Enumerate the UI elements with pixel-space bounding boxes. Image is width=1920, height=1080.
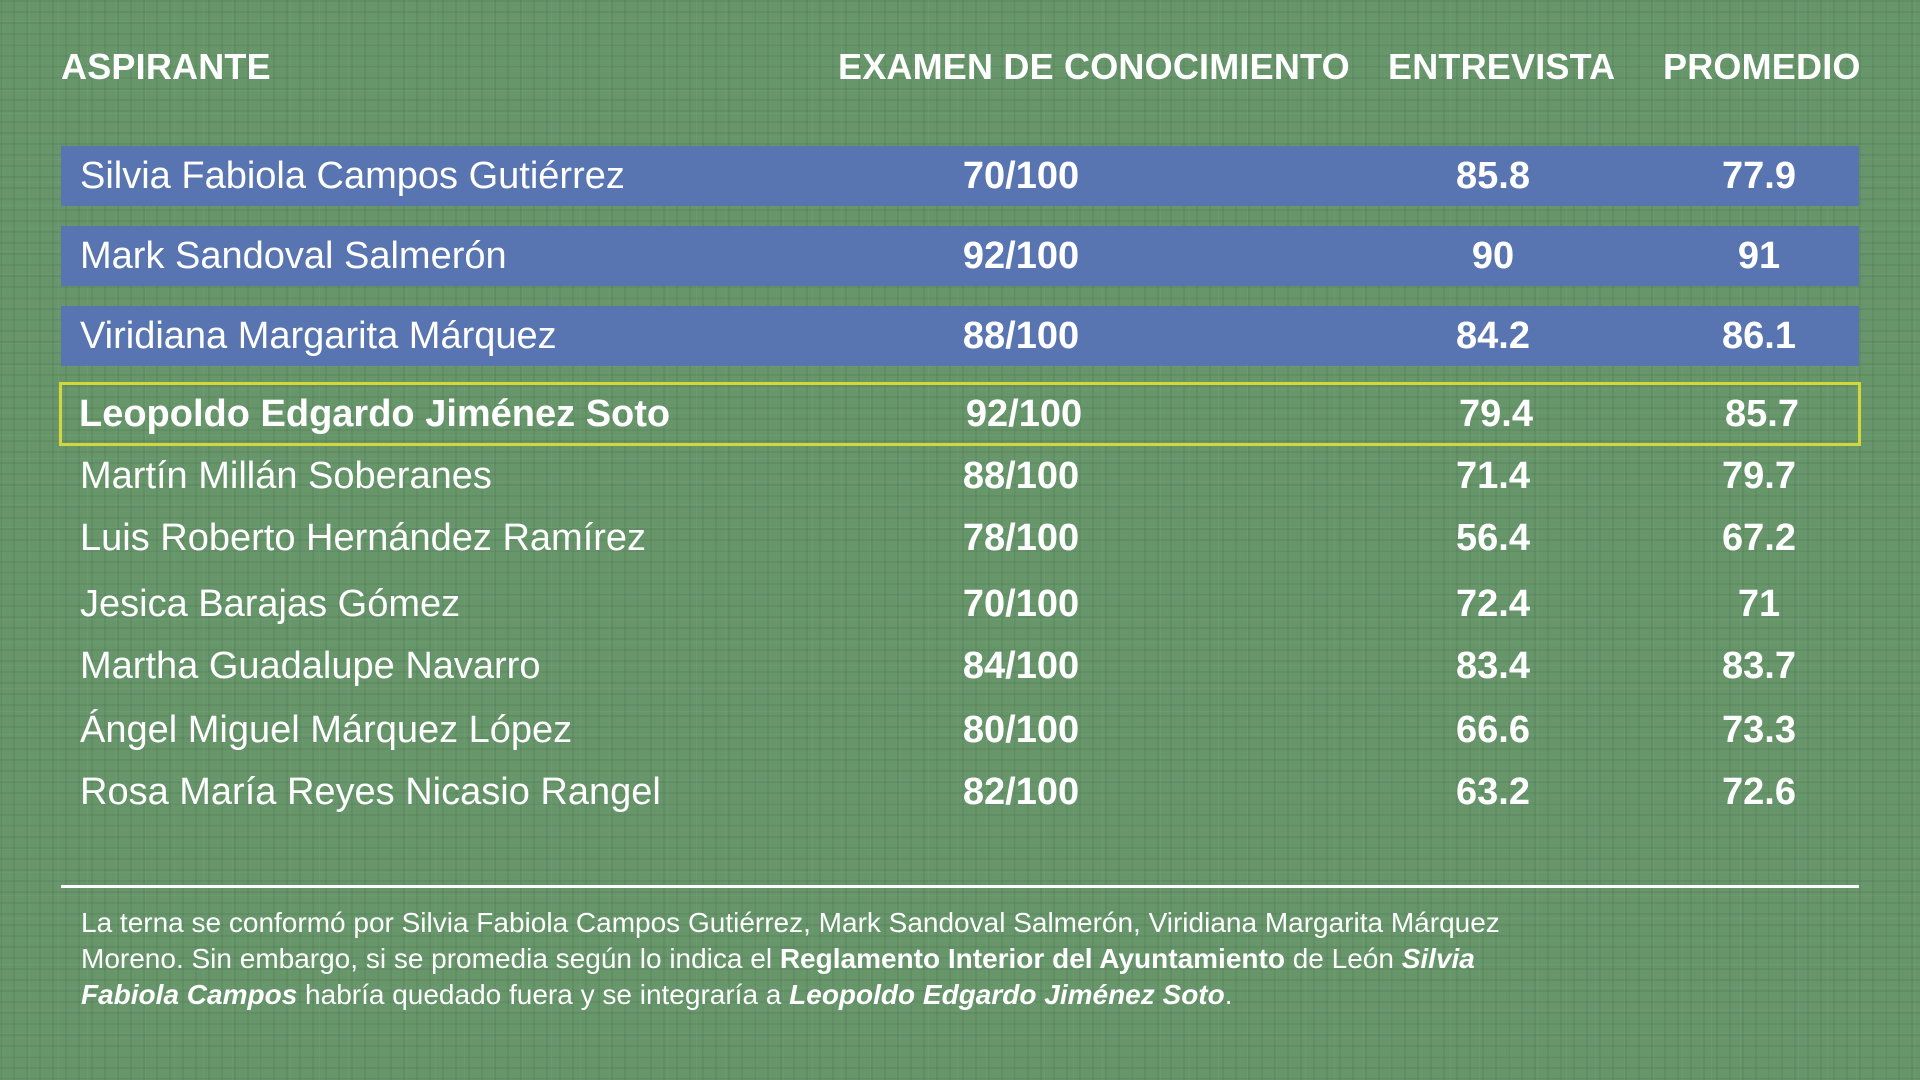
cell-name: Luis Roberto Hernández Ramírez	[80, 517, 647, 559]
cell-average: 77.9	[1722, 155, 1796, 197]
cell-interview: 56.4	[1456, 517, 1530, 559]
cell-exam: 70/100	[962, 155, 1080, 197]
cell-name: Ángel Miguel Márquez López	[80, 709, 573, 751]
table-row: Martín Millán Soberanes 88/100 71.4 79.7	[61, 446, 1859, 506]
cell-name: Martín Millán Soberanes	[80, 455, 492, 497]
cell-name: Rosa María Reyes Nicasio Rangel	[80, 771, 661, 813]
table-row: Jesica Barajas Gómez 70/100 72.4 71	[61, 574, 1859, 634]
footnote-text: de León	[1284, 943, 1402, 974]
header-examen: EXAMEN DE CONOCIMIENTO	[838, 46, 1350, 87]
cell-interview: 85.8	[1456, 155, 1530, 197]
table-row: Viridiana Margarita Márquez 88/100 84.2 …	[61, 306, 1859, 366]
cell-average: 85.7	[1725, 393, 1799, 435]
table-row: Martha Guadalupe Navarro 84/100 83.4 83.…	[61, 636, 1859, 696]
table-row: Rosa María Reyes Nicasio Rangel 82/100 6…	[61, 762, 1859, 822]
cell-interview: 90	[1471, 235, 1515, 277]
table-row-highlighted: Leopoldo Edgardo Jiménez Soto 92/100 79.…	[59, 382, 1861, 446]
header-entrevista: ENTREVISTA	[1388, 46, 1616, 87]
cell-interview: 66.6	[1456, 709, 1530, 751]
cell-interview: 84.2	[1456, 315, 1530, 357]
cell-exam: 82/100	[962, 771, 1080, 813]
table-row: Mark Sandoval Salmerón 92/100 90 91	[61, 226, 1859, 286]
cell-exam: 84/100	[962, 645, 1080, 687]
table-row: Ángel Miguel Márquez López 80/100 66.6 7…	[61, 700, 1859, 760]
cell-exam: 78/100	[962, 517, 1080, 559]
footnote-italic-name: Silvia Fabiola Campos	[81, 943, 1475, 1010]
cell-name: Silvia Fabiola Campos Gutiérrez	[80, 155, 625, 197]
cell-exam: 92/100	[965, 393, 1083, 435]
footnote-text: habría quedado fuera y se integraría a	[297, 979, 790, 1010]
footnote-italic-name: Leopoldo Edgardo Jiménez Soto	[789, 979, 1225, 1010]
cell-interview: 71.4	[1456, 455, 1530, 497]
header-aspirante: ASPIRANTE	[61, 46, 271, 87]
cell-exam: 80/100	[962, 709, 1080, 751]
cell-average: 91	[1737, 235, 1781, 277]
cell-exam: 92/100	[962, 235, 1080, 277]
cell-average: 79.7	[1722, 455, 1796, 497]
cell-exam: 88/100	[962, 315, 1080, 357]
header-promedio: PROMEDIO	[1663, 46, 1861, 87]
cell-interview: 83.4	[1456, 645, 1530, 687]
cell-average: 67.2	[1722, 517, 1796, 559]
cell-average: 71	[1737, 583, 1781, 625]
cell-interview: 79.4	[1459, 393, 1533, 435]
cell-average: 86.1	[1722, 315, 1796, 357]
footer-divider	[61, 885, 1859, 888]
cell-name: Leopoldo Edgardo Jiménez Soto	[79, 393, 671, 435]
footnote-bold-regulation: Reglamento Interior del Ayuntamiento	[779, 943, 1285, 974]
cell-average: 72.6	[1722, 771, 1796, 813]
footnote-text: .	[1224, 979, 1233, 1010]
cell-interview: 72.4	[1456, 583, 1530, 625]
footnote: La terna se conformó por Silvia Fabiola …	[81, 905, 1541, 1013]
cell-name: Martha Guadalupe Navarro	[80, 645, 541, 687]
cell-average: 73.3	[1722, 709, 1796, 751]
cell-average: 83.7	[1722, 645, 1796, 687]
footnote-text: La terna se conformó por Silvia Fabiola …	[81, 907, 1500, 974]
table-row: Luis Roberto Hernández Ramírez 78/100 56…	[61, 508, 1859, 568]
table-row: Silvia Fabiola Campos Gutiérrez 70/100 8…	[61, 146, 1859, 206]
cell-exam: 70/100	[962, 583, 1080, 625]
cell-name: Jesica Barajas Gómez	[80, 583, 461, 625]
cell-interview: 63.2	[1456, 771, 1530, 813]
cell-exam: 88/100	[962, 455, 1080, 497]
cell-name: Mark Sandoval Salmerón	[80, 235, 507, 277]
cell-name: Viridiana Margarita Márquez	[80, 315, 557, 357]
